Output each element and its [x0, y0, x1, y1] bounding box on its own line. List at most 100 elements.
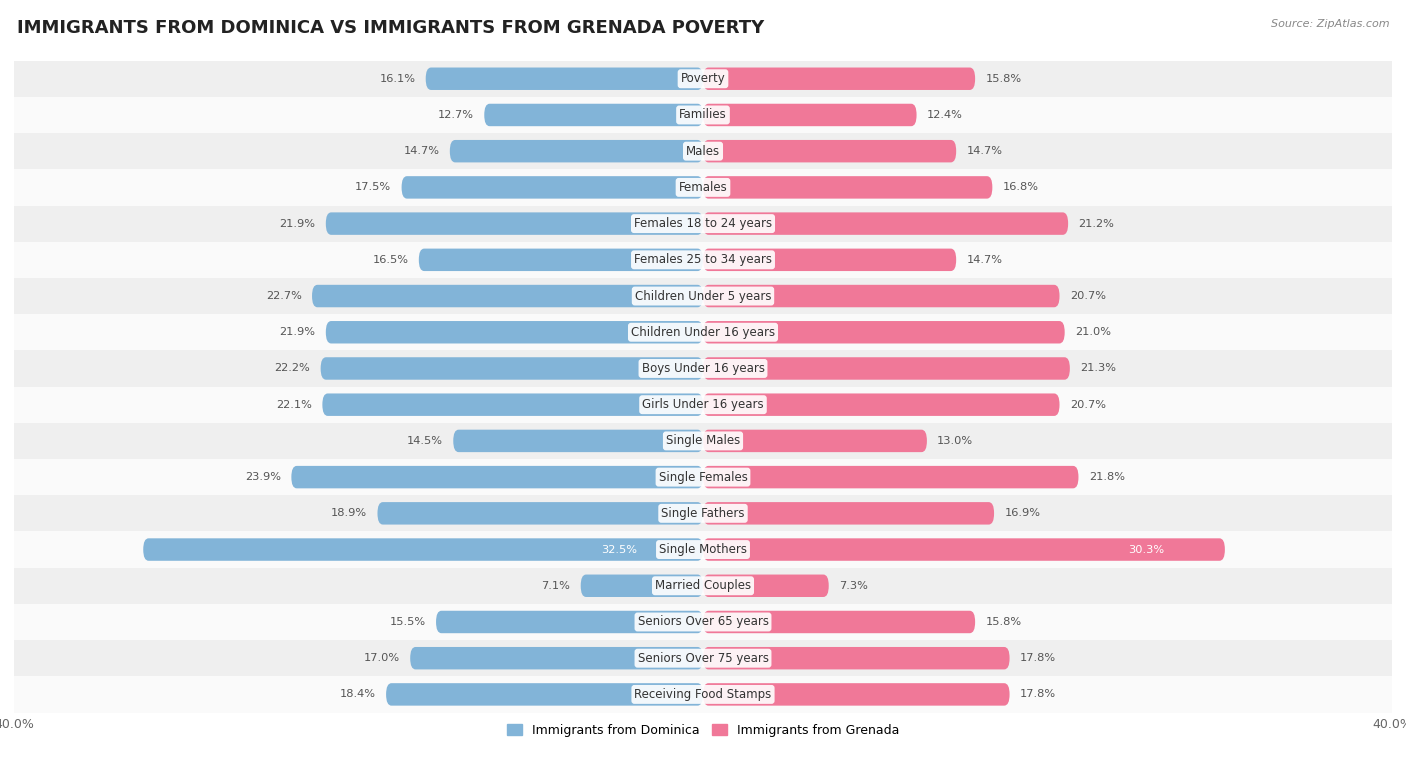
Text: Single Males: Single Males	[666, 434, 740, 447]
Text: 15.8%: 15.8%	[986, 617, 1022, 627]
Bar	[14, 61, 1392, 97]
Bar	[14, 604, 1392, 640]
Text: 17.8%: 17.8%	[1019, 653, 1056, 663]
FancyBboxPatch shape	[703, 285, 1060, 307]
Bar	[14, 350, 1392, 387]
Bar	[14, 169, 1392, 205]
FancyBboxPatch shape	[703, 212, 1069, 235]
Text: Boys Under 16 years: Boys Under 16 years	[641, 362, 765, 375]
Text: 12.7%: 12.7%	[437, 110, 474, 120]
Text: 13.0%: 13.0%	[938, 436, 973, 446]
FancyBboxPatch shape	[402, 176, 703, 199]
FancyBboxPatch shape	[581, 575, 703, 597]
FancyBboxPatch shape	[703, 67, 976, 90]
FancyBboxPatch shape	[703, 357, 1070, 380]
Text: 23.9%: 23.9%	[245, 472, 281, 482]
Text: 22.1%: 22.1%	[276, 399, 312, 409]
FancyBboxPatch shape	[703, 104, 917, 126]
Text: 17.5%: 17.5%	[356, 183, 391, 193]
FancyBboxPatch shape	[426, 67, 703, 90]
Bar	[14, 278, 1392, 314]
Text: 21.3%: 21.3%	[1080, 364, 1116, 374]
FancyBboxPatch shape	[326, 212, 703, 235]
FancyBboxPatch shape	[703, 502, 994, 525]
FancyBboxPatch shape	[703, 176, 993, 199]
Text: Children Under 5 years: Children Under 5 years	[634, 290, 772, 302]
Text: 30.3%: 30.3%	[1129, 544, 1164, 555]
Text: Single Fathers: Single Fathers	[661, 507, 745, 520]
FancyBboxPatch shape	[703, 140, 956, 162]
Bar	[14, 676, 1392, 713]
Text: 18.9%: 18.9%	[330, 509, 367, 518]
Text: 15.8%: 15.8%	[986, 74, 1022, 83]
Text: 18.4%: 18.4%	[340, 690, 375, 700]
FancyBboxPatch shape	[312, 285, 703, 307]
Text: 7.1%: 7.1%	[541, 581, 571, 590]
FancyBboxPatch shape	[703, 321, 1064, 343]
Text: Females 25 to 34 years: Females 25 to 34 years	[634, 253, 772, 266]
Text: 16.8%: 16.8%	[1002, 183, 1039, 193]
Text: Females 18 to 24 years: Females 18 to 24 years	[634, 217, 772, 230]
Text: 14.7%: 14.7%	[966, 146, 1002, 156]
Text: 15.5%: 15.5%	[389, 617, 426, 627]
FancyBboxPatch shape	[703, 611, 976, 633]
Text: 20.7%: 20.7%	[1070, 291, 1107, 301]
Text: 7.3%: 7.3%	[839, 581, 868, 590]
FancyBboxPatch shape	[703, 393, 1060, 416]
Text: 21.2%: 21.2%	[1078, 218, 1115, 229]
Text: Single Mothers: Single Mothers	[659, 543, 747, 556]
FancyBboxPatch shape	[450, 140, 703, 162]
Text: 32.5%: 32.5%	[600, 544, 637, 555]
Text: 20.7%: 20.7%	[1070, 399, 1107, 409]
Text: Seniors Over 75 years: Seniors Over 75 years	[637, 652, 769, 665]
Bar	[14, 242, 1392, 278]
Text: Source: ZipAtlas.com: Source: ZipAtlas.com	[1271, 19, 1389, 29]
Text: 22.2%: 22.2%	[274, 364, 311, 374]
Bar	[14, 387, 1392, 423]
Text: 22.7%: 22.7%	[266, 291, 302, 301]
Text: 21.9%: 21.9%	[280, 218, 315, 229]
FancyBboxPatch shape	[322, 393, 703, 416]
Text: 21.0%: 21.0%	[1076, 327, 1111, 337]
Bar	[14, 133, 1392, 169]
Bar	[14, 314, 1392, 350]
Text: 14.5%: 14.5%	[406, 436, 443, 446]
FancyBboxPatch shape	[703, 647, 1010, 669]
Bar	[14, 205, 1392, 242]
Text: Seniors Over 65 years: Seniors Over 65 years	[637, 615, 769, 628]
FancyBboxPatch shape	[436, 611, 703, 633]
Bar	[14, 568, 1392, 604]
Text: IMMIGRANTS FROM DOMINICA VS IMMIGRANTS FROM GRENADA POVERTY: IMMIGRANTS FROM DOMINICA VS IMMIGRANTS F…	[17, 19, 763, 37]
Text: Males: Males	[686, 145, 720, 158]
Bar	[14, 495, 1392, 531]
Text: Families: Families	[679, 108, 727, 121]
FancyBboxPatch shape	[703, 683, 1010, 706]
Bar	[14, 459, 1392, 495]
FancyBboxPatch shape	[326, 321, 703, 343]
FancyBboxPatch shape	[484, 104, 703, 126]
Text: Females: Females	[679, 181, 727, 194]
Bar	[14, 423, 1392, 459]
FancyBboxPatch shape	[703, 466, 1078, 488]
FancyBboxPatch shape	[377, 502, 703, 525]
Text: Single Females: Single Females	[658, 471, 748, 484]
Text: 17.0%: 17.0%	[364, 653, 399, 663]
FancyBboxPatch shape	[387, 683, 703, 706]
FancyBboxPatch shape	[411, 647, 703, 669]
Text: 14.7%: 14.7%	[404, 146, 440, 156]
Text: 21.8%: 21.8%	[1088, 472, 1125, 482]
Text: 17.8%: 17.8%	[1019, 690, 1056, 700]
Legend: Immigrants from Dominica, Immigrants from Grenada: Immigrants from Dominica, Immigrants fro…	[502, 719, 904, 742]
FancyBboxPatch shape	[703, 249, 956, 271]
Text: 16.9%: 16.9%	[1004, 509, 1040, 518]
FancyBboxPatch shape	[419, 249, 703, 271]
Text: Receiving Food Stamps: Receiving Food Stamps	[634, 688, 772, 701]
Text: 14.7%: 14.7%	[966, 255, 1002, 265]
Bar	[14, 640, 1392, 676]
Text: 16.1%: 16.1%	[380, 74, 415, 83]
FancyBboxPatch shape	[321, 357, 703, 380]
Text: 16.5%: 16.5%	[373, 255, 409, 265]
FancyBboxPatch shape	[703, 575, 828, 597]
Text: Poverty: Poverty	[681, 72, 725, 85]
FancyBboxPatch shape	[291, 466, 703, 488]
